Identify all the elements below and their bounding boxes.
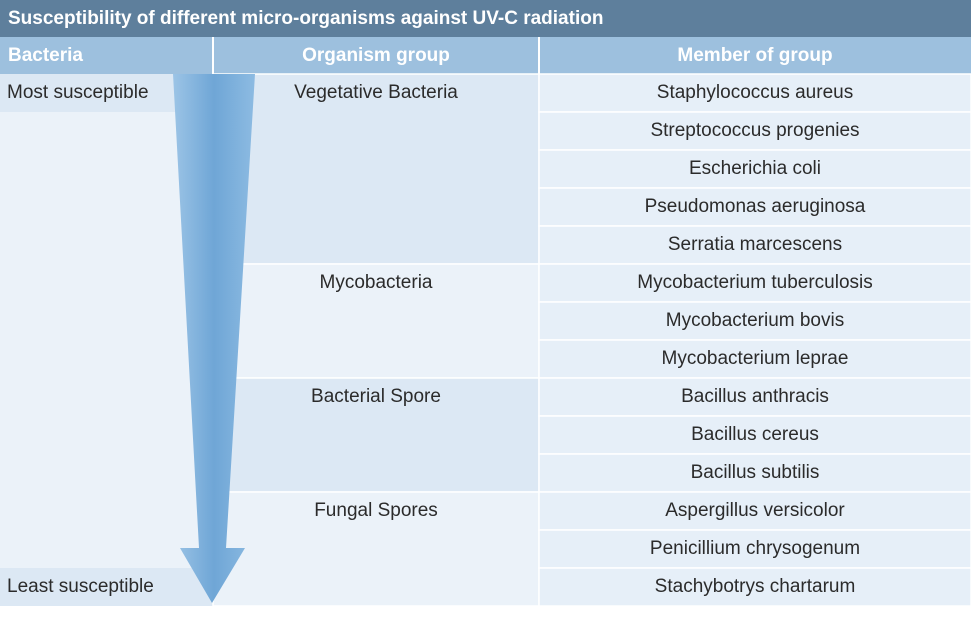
member-cell: [538, 73, 971, 113]
member-label: Escherichia coli: [689, 158, 821, 179]
member-cell: [538, 567, 971, 607]
member-label: Bacillus cereus: [691, 424, 819, 445]
member-cell: [538, 111, 971, 151]
member-cell: [538, 225, 971, 265]
member-cell: [538, 187, 971, 227]
group-label: Bacterial Spore: [311, 386, 441, 407]
header-row: [0, 37, 971, 74]
cell: [0, 568, 213, 606]
least-susceptible: Least susceptible: [7, 576, 154, 597]
member-label: Stachybotrys chartarum: [655, 576, 856, 597]
member-label: Pseudomonas aeruginosa: [645, 196, 866, 217]
member-cell: [538, 491, 971, 531]
table-body: Vegetative Bacteria Staphylococcus aureus…: [0, 73, 971, 607]
member-label: Streptococcus progenies: [650, 120, 859, 141]
member-cell: [538, 453, 971, 493]
title-bar: [0, 0, 971, 37]
header-cell: Member of group: [677, 45, 832, 66]
member-label: Aspergillus versicolor: [665, 500, 845, 521]
group-label: Vegetative Bacteria: [294, 82, 458, 103]
member-cell: [538, 149, 971, 189]
group-cell: [212, 73, 540, 265]
member-cell: [538, 529, 971, 569]
group-cell: [212, 377, 540, 493]
member-label: Bacillus anthracis: [681, 386, 829, 407]
member-label: Bacillus subtilis: [691, 462, 820, 483]
member-label: Penicillium chrysogenum: [650, 538, 860, 559]
most-susceptible: Most susceptible: [7, 82, 149, 103]
susceptibility-arrow: [173, 74, 255, 603]
member-label: Staphylococcus aureus: [657, 82, 853, 103]
header-cell: Organism group: [302, 45, 450, 66]
cell: [0, 74, 213, 606]
member-label: Mycobacterium leprae: [662, 348, 849, 369]
member-label: Mycobacterium bovis: [666, 310, 844, 331]
group-cell: [212, 491, 540, 607]
member-label: Mycobacterium tuberculosis: [637, 272, 872, 293]
member-cell: [538, 377, 971, 417]
member-cell: [538, 415, 971, 455]
group-label: Fungal Spores: [314, 500, 438, 521]
group-label: Mycobacteria: [320, 272, 433, 293]
title: Susceptibility of different micro-organi…: [8, 8, 603, 29]
member-label: Serratia marcescens: [668, 234, 842, 255]
header-cell: Bacteria: [8, 45, 83, 66]
